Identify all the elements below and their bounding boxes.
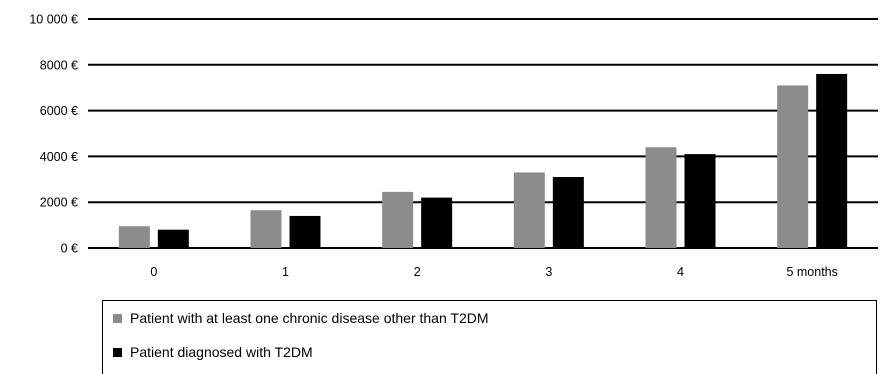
bar-other-chronic	[777, 85, 809, 248]
x-tick-label: 1	[282, 265, 289, 279]
bar-other-chronic	[645, 147, 677, 248]
bar-t2dm	[289, 215, 321, 248]
y-tick-label: 10 000 €	[29, 13, 78, 27]
bar-t2dm	[421, 197, 453, 248]
x-tick-label: 2	[414, 265, 421, 279]
bar-chart-svg: 0 € 2000 € 4000 € 6000 € 8000 € 10 000 € 0 1 2 3 4…	[29, 13, 878, 279]
x-tick-label: 0	[150, 265, 157, 279]
y-tick-label: 2000 €	[40, 196, 78, 210]
x-tick-label: 4	[677, 265, 684, 279]
bar-t2dm	[684, 154, 716, 248]
legend-swatch-black	[113, 347, 122, 357]
bar-other-chronic	[118, 226, 150, 248]
x-tick-label: 5 months	[786, 265, 837, 279]
bar-other-chronic	[250, 210, 282, 248]
x-tick-label: 3	[545, 265, 552, 279]
legend-item-other-chronic: Patient with at least one chronic diseas…	[113, 310, 489, 326]
bar-t2dm	[816, 73, 848, 249]
y-tick-label: 4000 €	[40, 150, 78, 164]
legend-label: Patient with at least one chronic diseas…	[130, 310, 489, 326]
legend-swatch-grey	[113, 313, 122, 323]
legend-label: Patient diagnosed with T2DM	[130, 344, 313, 360]
legend-item-t2dm: Patient diagnosed with T2DM	[113, 344, 313, 360]
bar-t2dm	[157, 229, 189, 248]
y-tick-label: 8000 €	[40, 58, 78, 72]
y-tick-label: 0 €	[61, 242, 78, 256]
y-tick-label: 6000 €	[40, 104, 78, 118]
bar-other-chronic	[382, 191, 414, 248]
bar-t2dm	[552, 177, 584, 248]
bar-other-chronic	[513, 172, 545, 248]
chart-legend: Patient with at least one chronic diseas…	[102, 300, 877, 374]
